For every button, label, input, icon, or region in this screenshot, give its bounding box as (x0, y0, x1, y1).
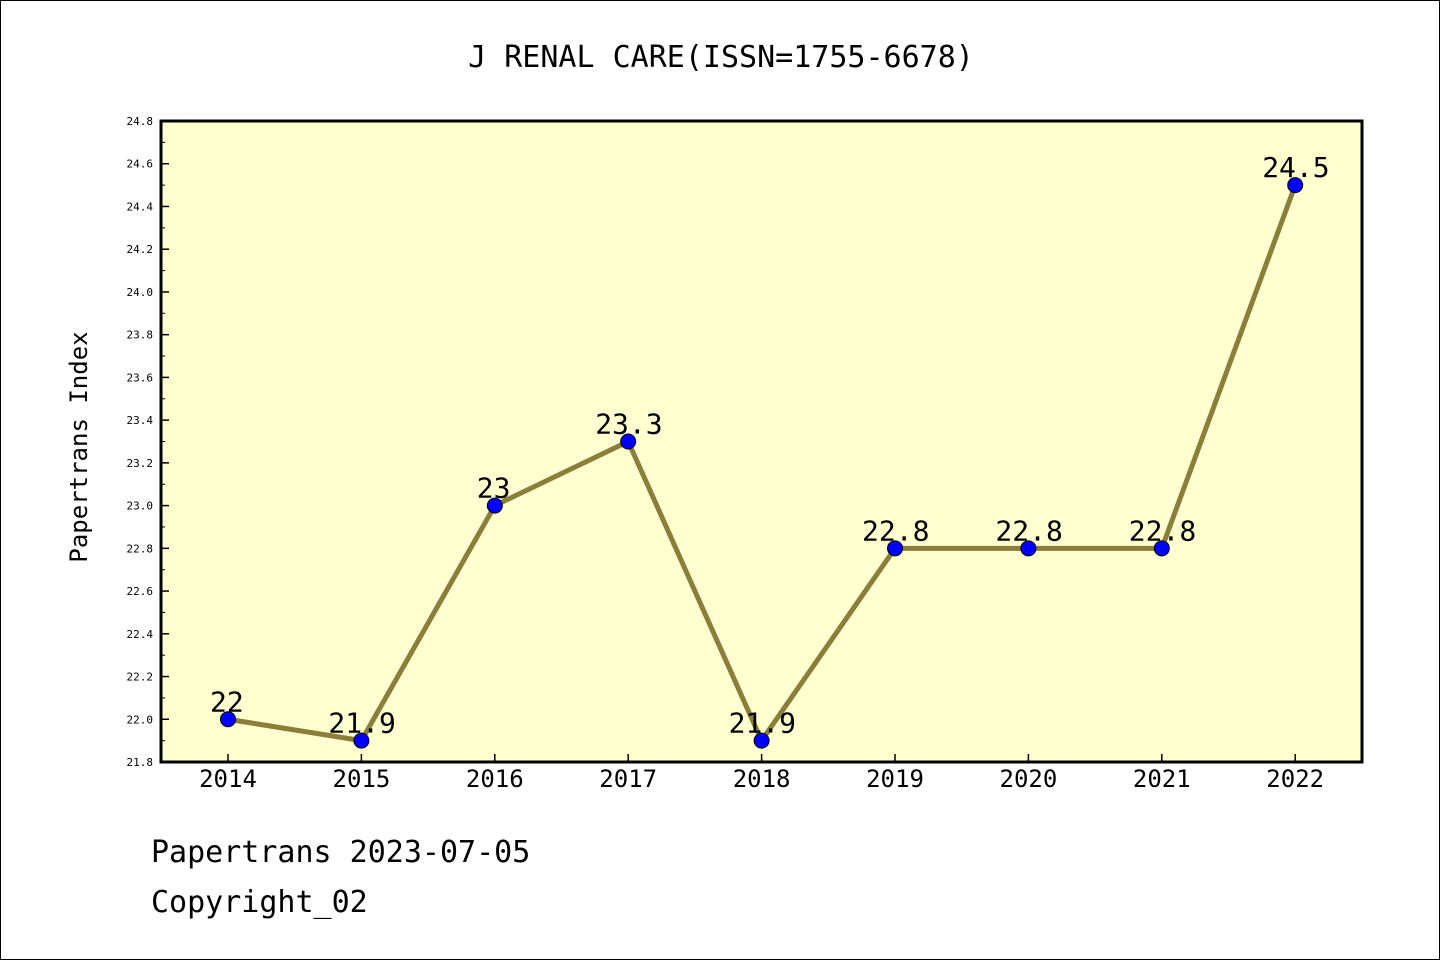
y-tick-label: 23.2 (127, 457, 154, 470)
data-point (353, 732, 370, 749)
y-tick-label: 22.2 (127, 671, 154, 684)
data-label: 22 (210, 685, 244, 718)
data-point (1153, 540, 1170, 557)
y-tick-label: 22.0 (127, 713, 154, 726)
data-label: 23.3 (595, 408, 662, 441)
data-point (1020, 540, 1037, 557)
data-label: 22.8 (862, 514, 929, 547)
x-tick-label: 2018 (733, 765, 791, 793)
y-tick-label: 21.8 (127, 756, 154, 769)
x-tick-label: 2016 (466, 765, 524, 793)
x-tick-label: 2022 (1266, 765, 1324, 793)
x-axis-ticks: 2014 2015 2016 2017 2018 2019 2020 2021 2022 (199, 754, 1324, 793)
data-point (486, 497, 503, 514)
plot-area (159, 119, 1364, 764)
x-tick-label: 2020 (1000, 765, 1058, 793)
x-tick-label: 2015 (333, 765, 391, 793)
data-label: 21.9 (328, 707, 395, 740)
data-point (753, 732, 770, 749)
footer-copyright: Copyright_02 (151, 885, 368, 920)
y-tick-label: 24.8 (127, 115, 154, 128)
data-label: 22.8 (995, 514, 1062, 547)
x-tick-label: 2019 (866, 765, 924, 793)
y-axis-label: Papertrans Index (65, 331, 93, 562)
data-point (220, 711, 236, 728)
y-tick-label: 22.8 (127, 542, 154, 555)
data-point (1287, 177, 1304, 194)
y-axis-ticks: 21.8 22.0 22.2 22.4 22.6 22.8 23.0 23.2 23.4 23.6… (127, 115, 169, 769)
y-tick-label: 22.4 (127, 628, 154, 641)
y-tick-label: 24.0 (127, 286, 154, 299)
footer-date: Papertrans 2023-07-05 (151, 835, 531, 870)
chart-title: J RENAL CARE(ISSN=1755-6678) (468, 40, 974, 75)
y-tick-label: 24.6 (127, 158, 154, 171)
data-label: 23 (477, 472, 511, 505)
y-tick-label: 23.0 (127, 500, 154, 513)
x-tick-label: 2017 (599, 765, 657, 793)
data-label: 24.5 (1262, 151, 1329, 184)
y-tick-label: 23.6 (127, 371, 154, 384)
y-tick-label: 24.2 (127, 243, 154, 256)
y-tick-label: 23.8 (127, 329, 154, 342)
series-layer: 22 21.9 23 23.3 21.9 22.8 22.8 22.8 24.5 (210, 151, 1330, 749)
data-point (887, 540, 903, 557)
data-label: 21.9 (729, 707, 796, 740)
y-tick-label: 23.4 (127, 414, 154, 427)
y-tick-label: 22.6 (127, 585, 154, 598)
data-label: 22.8 (1129, 514, 1196, 547)
x-tick-label: 2021 (1133, 765, 1191, 793)
data-point (620, 433, 637, 450)
x-tick-label: 2014 (199, 765, 257, 793)
y-tick-label: 24.4 (127, 200, 154, 213)
